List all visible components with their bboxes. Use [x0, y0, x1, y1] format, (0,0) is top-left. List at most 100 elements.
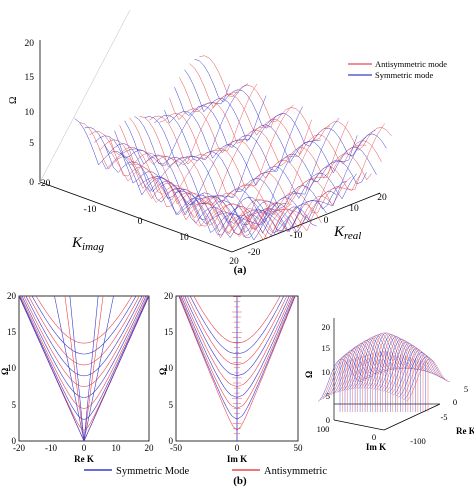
x-tick-label: 0 [82, 443, 87, 453]
panel-a-surface [74, 55, 392, 241]
surface-curve [335, 344, 380, 394]
surface-curve [156, 113, 285, 216]
antisymmetric-branch [35, 296, 133, 344]
surface-curve [189, 63, 382, 165]
panel-a-kreal-ticks: -20 -10 0 10 20 [248, 193, 387, 258]
surface-curve [165, 104, 294, 227]
symmetric-branch [21, 296, 147, 398]
y-tick-label: 0 [169, 436, 174, 446]
panel-a-kimag-ticks: -20 -10 0 10 20 [38, 179, 239, 267]
surface-curve [149, 115, 342, 215]
panel-b3-rek-label: Re K [456, 426, 474, 436]
panel-b1-xlabel: Re K [74, 454, 94, 464]
surface-curve [202, 125, 330, 234]
surface-curve [179, 77, 372, 181]
surface-curve [395, 350, 440, 397]
surface-curve [375, 337, 420, 390]
panel-a: 0 5 10 15 20 Ω -20 -10 0 10 20 -20 -10 0… [8, 9, 447, 276]
panel-a-legend: Antisymmetric mode Symmetric mode [348, 59, 447, 80]
z-tick-label: 20 [25, 39, 35, 49]
antisymmetric-branch [23, 296, 145, 387]
surface-curve [101, 84, 230, 170]
kreal-tick-label: -20 [248, 248, 261, 258]
legend-label-antisymmetric: Antisymmetric mode [375, 59, 447, 69]
imk-tick-label: 0 [372, 432, 376, 442]
symmetric-branch [25, 296, 143, 377]
surface-curve [164, 110, 357, 200]
surface-curve [154, 114, 347, 210]
x-tick-label: -10 [45, 443, 57, 453]
z-tick-label: 15 [322, 343, 331, 353]
panel-b3-imk-ticks: 100 0 -100 [317, 424, 426, 446]
antisymmetric-branch [19, 296, 149, 431]
x-tick-label: 0 [235, 443, 240, 453]
surface-curve [345, 338, 390, 391]
kreal-tick-label: 20 [377, 193, 387, 203]
antisymmetric-branch [20, 296, 148, 409]
y-tick-label: 0 [12, 436, 17, 446]
kimag-tick-label: -10 [84, 205, 97, 215]
surface-curve [373, 336, 418, 390]
y-tick-label: 10 [7, 363, 17, 373]
surface-curve [229, 135, 358, 233]
panel-b1-y-ticks: 0 5 10 15 20 [7, 291, 17, 446]
surface-curve [337, 343, 383, 393]
panel-b1-x-ticks: -20 -10 0 10 20 [13, 443, 154, 453]
steep-branch [64, 296, 104, 441]
kreal-tick-label: 0 [324, 216, 329, 226]
z-tick-label: 15 [25, 73, 35, 83]
surface-curve [393, 348, 438, 396]
panel-b3-axes [333, 318, 441, 431]
surface-curve [380, 340, 425, 391]
symmetric-branch [184, 296, 290, 377]
y-tick-label: 20 [164, 291, 174, 301]
panel-b2-y-ticks: 0 5 10 15 20 [164, 291, 174, 446]
panel-b2-xlabel: Im K [227, 454, 247, 464]
surface-curve [94, 135, 287, 234]
panel-b1: 0 5 10 15 20 -20 -10 0 10 20 Ω Re K [0, 291, 154, 464]
z-tick-label: 5 [326, 391, 330, 401]
surface-curve [124, 120, 317, 239]
panel-a-axes [39, 9, 381, 253]
z-tick-label: 5 [29, 139, 34, 149]
x-tick-label: 50 [294, 443, 304, 453]
panel-b-caption: (b) [233, 475, 247, 487]
bottom-legend: Symmetric Mode Antisymmetric [84, 466, 327, 477]
x-tick-label: -20 [13, 443, 25, 453]
surface-curve [144, 116, 337, 224]
legend-label-symmetric: Symmetric mode [375, 70, 434, 80]
panel-b2: 0 5 10 15 20 -50 0 50 Ω Im K [158, 291, 303, 464]
y-tick-label: 5 [12, 400, 17, 410]
panel-b3-rek-ticks: 5 0 -5 [440, 384, 468, 422]
surface-curve [363, 332, 408, 389]
real-segment-dashes [232, 296, 242, 435]
surface-curve [174, 87, 367, 185]
y-tick-label: 5 [169, 400, 174, 410]
surface-curve [330, 348, 375, 396]
legend-label-symmetric: Symmetric Mode [116, 466, 190, 477]
surface-curve [129, 117, 322, 235]
antisymmetric-branch [178, 296, 296, 431]
panel-b3-surface [317, 332, 451, 412]
surface-curve [403, 356, 448, 401]
kreal-symbol: K [333, 224, 345, 240]
surface-curve [348, 337, 393, 390]
kimag-tick-label: 10 [179, 233, 189, 243]
kimag-symbol: K [71, 235, 83, 251]
z-tick-label: 20 [322, 322, 331, 332]
kreal-tick-label: 10 [349, 204, 359, 214]
symmetric-branch [31, 296, 137, 355]
panel-b3: 0 5 10 15 20 100 0 -100 5 0 -5 Ω Im K Re… [304, 318, 474, 452]
surface-curve [169, 98, 362, 191]
antisymmetric-branch [182, 296, 292, 387]
surface-curve [400, 354, 446, 399]
panel-a-kreal-label: Kreal [333, 224, 361, 242]
surface-curve [360, 332, 405, 389]
antisymmetric-branch [179, 296, 295, 409]
x-tick-label: 10 [112, 443, 122, 453]
panel-a-kimag-label: Kimag [71, 235, 105, 253]
symmetric-branch [180, 296, 294, 398]
surface-curve [388, 344, 433, 394]
surface-curve [104, 143, 297, 236]
symmetric-branch [19, 296, 149, 441]
